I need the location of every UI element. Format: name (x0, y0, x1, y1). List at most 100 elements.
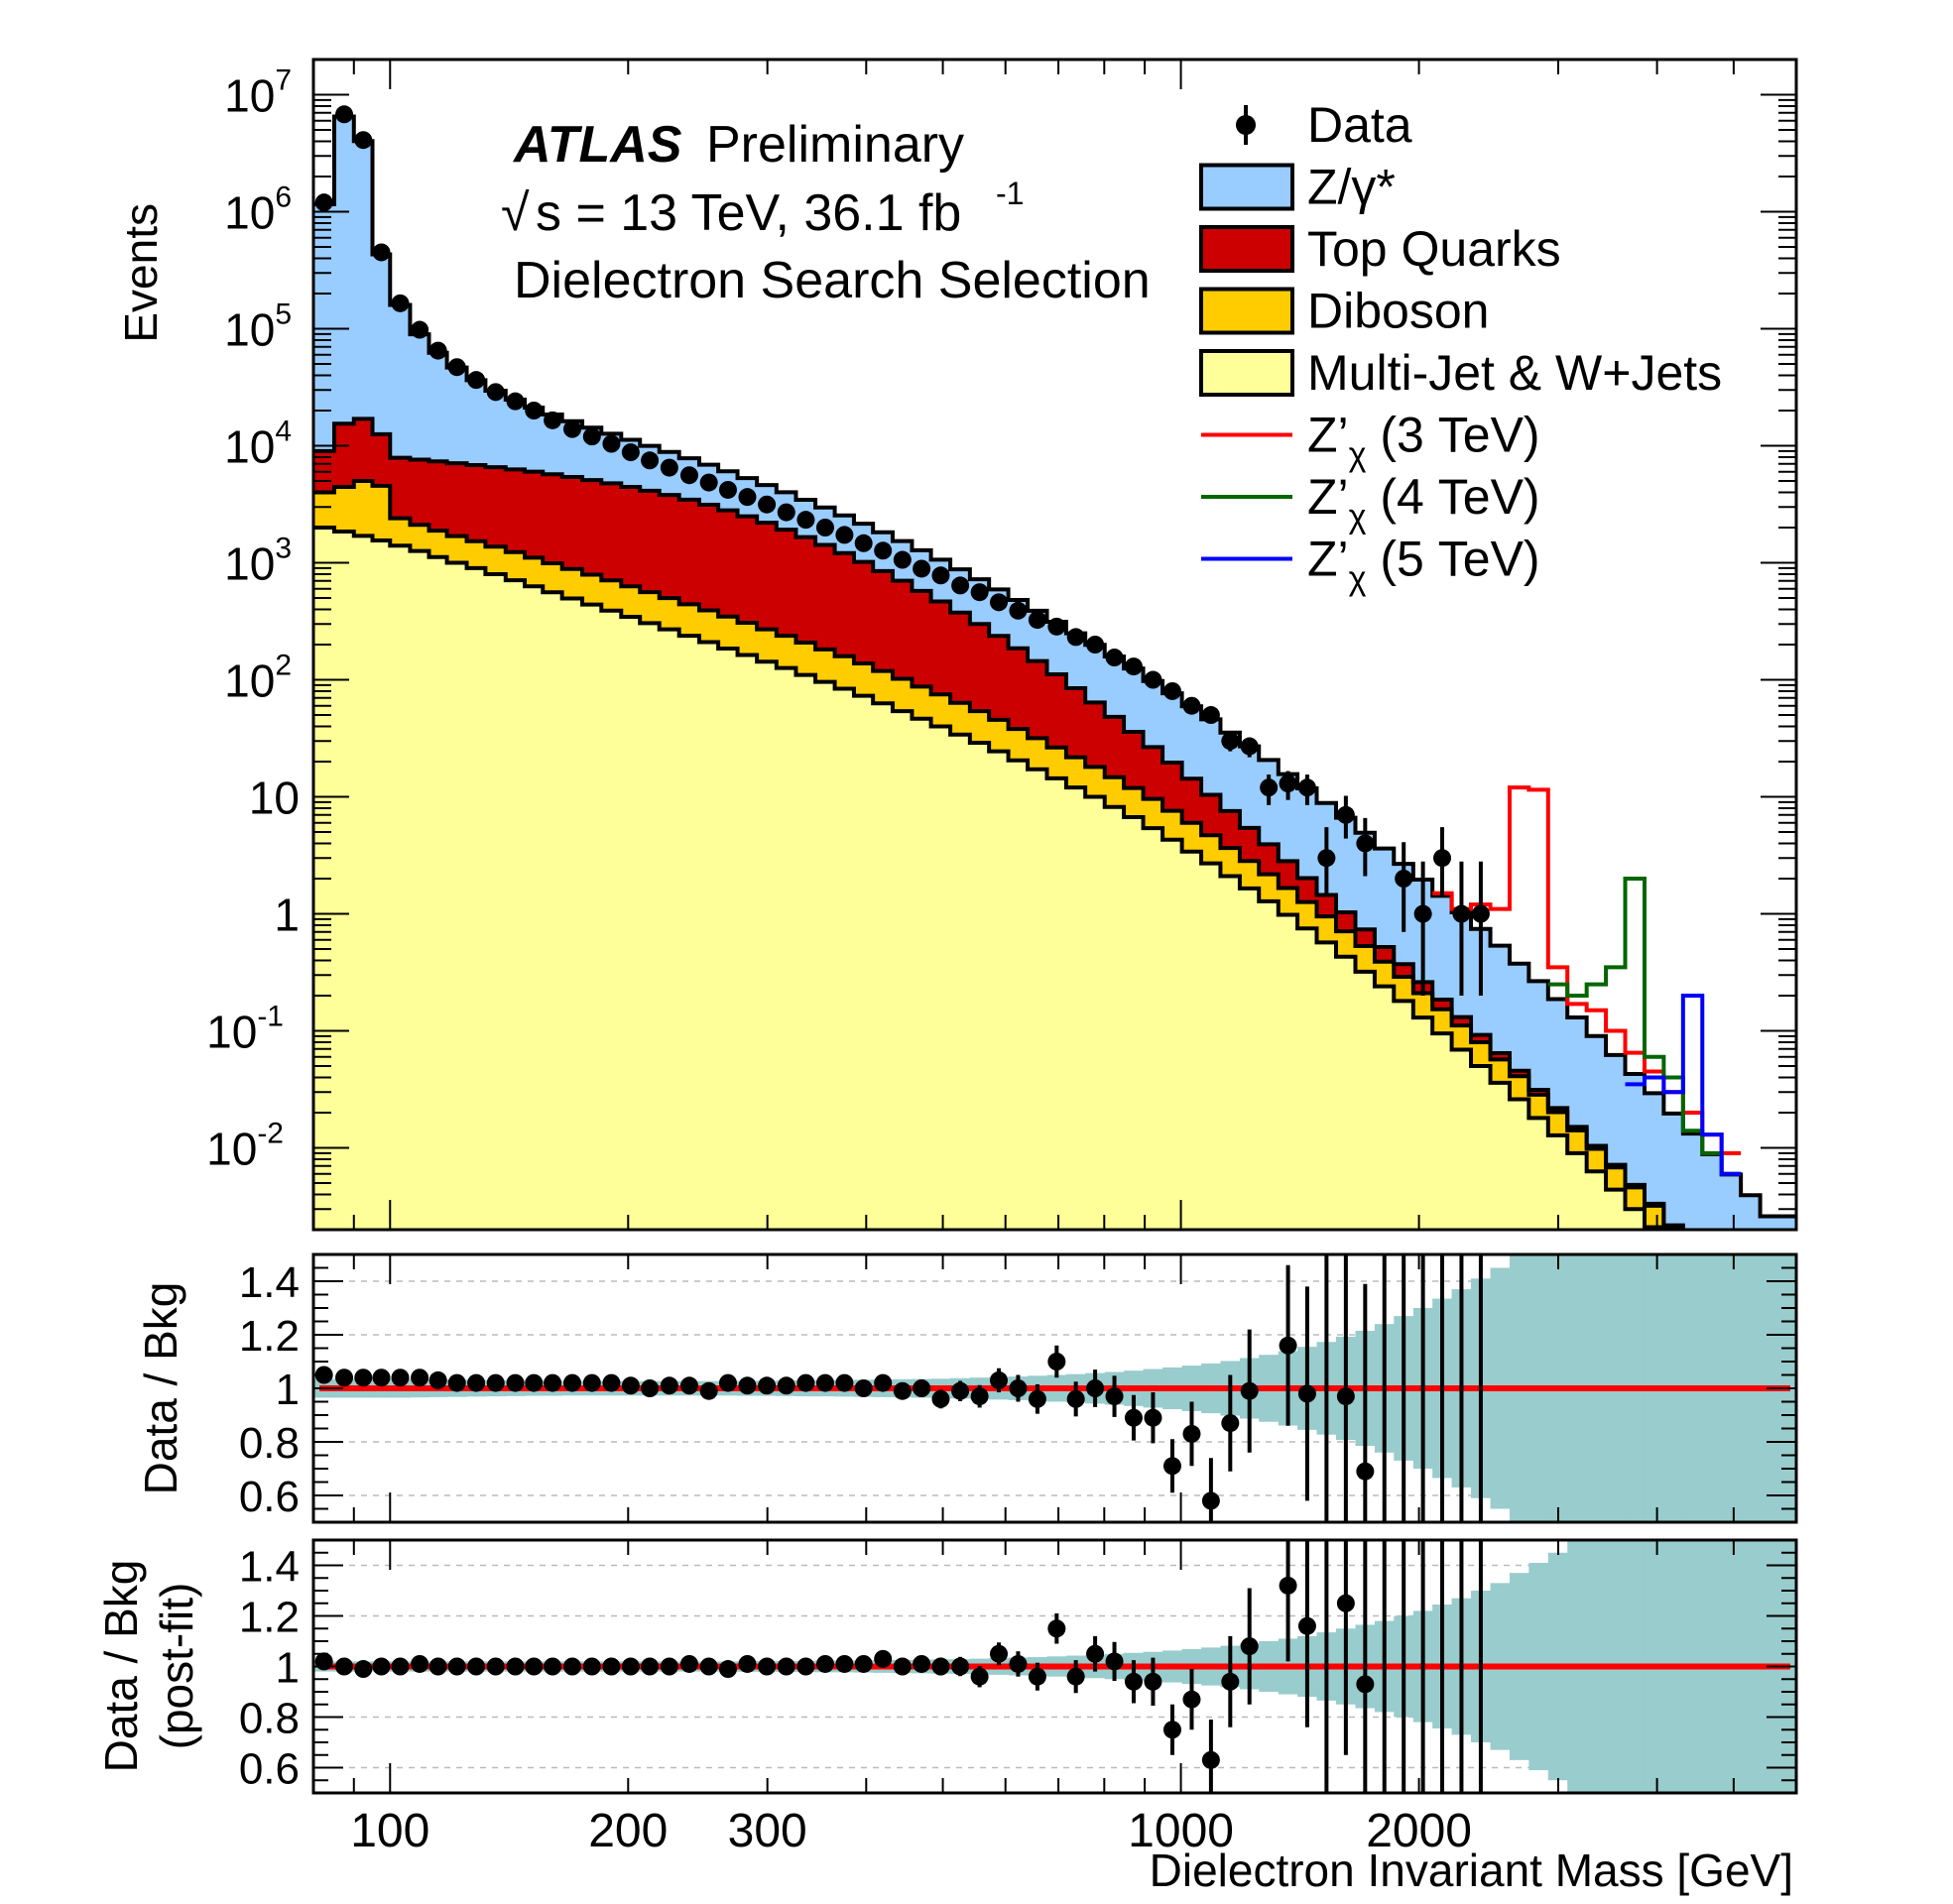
energy-lumi-label: s = 13 TeV, 36.1 fb (536, 184, 961, 242)
ratio-data-point (679, 1376, 698, 1395)
ratio-data-point (621, 1657, 640, 1676)
ratio-data-point (777, 1657, 795, 1676)
ratio-data-point (506, 1657, 525, 1676)
data-point (447, 358, 466, 377)
ratio-data-point (1144, 1672, 1162, 1691)
y-tick-label: 10 (249, 773, 300, 824)
ratio-data-point (874, 1649, 893, 1668)
ratio-y-tick-label: 1.4 (239, 1543, 300, 1592)
data-point (660, 458, 678, 477)
ratio-data-point (447, 1373, 466, 1392)
ratio-data-point (989, 1644, 1008, 1663)
stack-outline-3 (313, 114, 1796, 1219)
ratio-data-point (970, 1387, 989, 1406)
data-point (1201, 706, 1220, 725)
ratio-data-point (854, 1379, 873, 1397)
ratio-data-point (738, 1654, 757, 1673)
y-tick-label: 10-2 (206, 1118, 284, 1175)
data-point (1105, 649, 1124, 667)
ratio-data-point (1279, 1336, 1297, 1355)
data-point (931, 566, 950, 585)
data-point (354, 131, 373, 150)
data-point (989, 593, 1008, 612)
ratio-y-tick-label: 1 (276, 1366, 300, 1414)
ratio-data-point (660, 1657, 678, 1676)
legend: Data Z/γ* Top Quarks Diboson Multi-Jet & W+J… (1199, 97, 1722, 598)
legend-label: Z’χ (3 TeV) (1307, 408, 1540, 474)
ratio-data-point (1105, 1652, 1124, 1671)
legend-entry: Multi-Jet & W+Jets (1199, 345, 1722, 401)
data-point (428, 341, 447, 360)
ratio-data-point (1240, 1381, 1259, 1400)
stack-outline-0 (313, 526, 1666, 1230)
ratio-data-point (699, 1657, 718, 1676)
stack-fill-0 (313, 528, 1796, 1230)
ratio-data-point (1356, 1675, 1375, 1694)
ratio-data-point (738, 1376, 757, 1395)
ratio-data-point (1124, 1408, 1143, 1427)
legend-swatch (1199, 349, 1294, 397)
ratio-data-point (913, 1654, 931, 1673)
data-point (1162, 681, 1181, 700)
ratio-data-points (314, 1254, 1483, 1522)
y-tick-label: 104 (224, 416, 292, 473)
data-point (796, 511, 815, 530)
data-point (314, 193, 333, 212)
ratio-data-point (447, 1657, 466, 1676)
data-point (1336, 805, 1355, 824)
data-point (641, 451, 660, 470)
y-tick-label: 105 (224, 298, 292, 356)
data-point (913, 559, 931, 578)
ratio-data-point (1009, 1654, 1028, 1673)
data-point (777, 503, 795, 522)
data-point (835, 526, 854, 544)
ratio-data-point (893, 1381, 912, 1400)
ratio-data-point (1162, 1457, 1181, 1476)
ratio-data-point (1336, 1387, 1355, 1406)
ratio-data-point (1047, 1619, 1066, 1638)
data-point (467, 371, 486, 390)
ratio-data-point (428, 1370, 447, 1389)
ratio-data-point (1124, 1672, 1143, 1691)
data-point (1279, 774, 1297, 793)
x-tick-label: 100 (350, 1805, 429, 1857)
ratio-data-point (854, 1654, 873, 1673)
ratio-y-tick-label: 0.8 (239, 1419, 300, 1468)
data-point (1028, 611, 1046, 630)
data-point (1086, 636, 1105, 654)
ratio-data-point (893, 1657, 912, 1676)
legend-label: Z/γ* (1307, 160, 1396, 215)
ratio-data-point (467, 1373, 486, 1392)
legend-label: Data (1307, 97, 1412, 153)
stacked-background (313, 114, 1796, 1230)
ratio-data-point (1297, 1616, 1316, 1635)
data-point (1260, 778, 1279, 797)
legend-label: Multi-Jet & W+Jets (1307, 345, 1722, 401)
data-point (1297, 778, 1316, 797)
signal-curve-5tev (1625, 994, 1742, 1176)
data-point (602, 434, 621, 453)
ratio-data-point (699, 1381, 718, 1400)
data-point (1433, 849, 1452, 868)
ratio-data-point (1297, 1384, 1316, 1403)
ratio-data-point (796, 1373, 815, 1392)
ratio-data-point (1028, 1389, 1046, 1408)
x-axis-label: Dielectron Invariant Mass [GeV] (1150, 1844, 1793, 1896)
signal-curves (1432, 785, 1742, 1176)
main-x-ticks (312, 60, 1797, 1230)
ratio-data-point (989, 1370, 1008, 1389)
y-tick-label: 102 (224, 650, 292, 707)
data-point (1413, 904, 1432, 923)
ratio-data-point (1279, 1576, 1297, 1595)
ratio-data-point (335, 1368, 354, 1387)
ratio-data-point (354, 1368, 373, 1387)
ratio-data-point (1162, 1721, 1181, 1739)
ratio-data-point (563, 1373, 582, 1392)
ratio-data-point (1028, 1667, 1046, 1686)
atlas-annotation: ATLAS Preliminary √ s = 13 TeV, 36.1 fb … (501, 116, 1151, 309)
data-point (1240, 737, 1259, 756)
main-y-axis-label: Events (115, 203, 167, 343)
data-point (335, 105, 354, 124)
ratio-data-point (1356, 1462, 1375, 1481)
data-point (1395, 870, 1413, 888)
